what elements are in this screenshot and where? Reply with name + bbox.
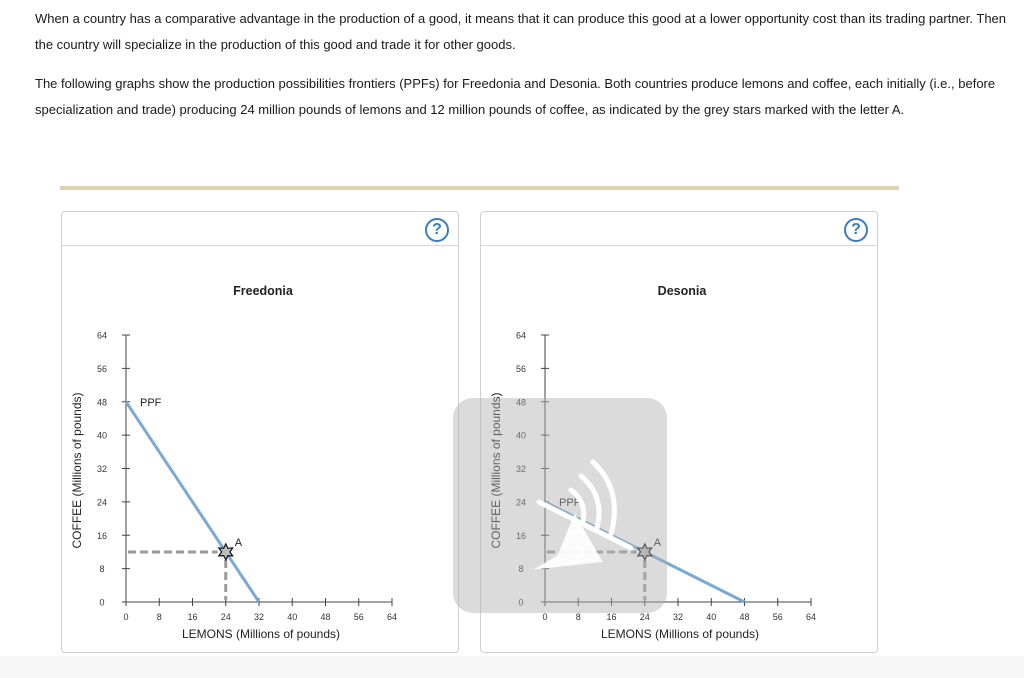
panel-header: ?	[62, 212, 458, 246]
x-tick-label: 24	[640, 612, 650, 622]
y-axis-label: COFFEE (Millions of pounds)	[70, 392, 84, 548]
y-tick-label: 64	[516, 331, 526, 341]
ppf-label: PPF	[140, 397, 162, 409]
sound-overlay[interactable]	[453, 398, 667, 613]
x-tick-label: 16	[187, 612, 197, 622]
x-tick-label: 64	[387, 612, 397, 622]
intro-paragraph-1: When a country has a comparative advanta…	[35, 11, 1007, 52]
x-tick-label: 64	[806, 612, 816, 622]
point-a-star-icon	[636, 542, 653, 562]
x-tick-label: 32	[673, 612, 683, 622]
y-tick-label: 32	[516, 464, 526, 474]
x-tick-label: 32	[254, 612, 264, 622]
x-tick-label: 56	[773, 612, 783, 622]
x-tick-label: 8	[576, 612, 581, 622]
y-tick-label: 24	[97, 497, 107, 507]
x-tick-label: 16	[606, 612, 616, 622]
y-tick-label: 40	[97, 431, 107, 441]
help-icon[interactable]: ?	[425, 218, 449, 242]
desonia-ppf-chart: Desonia 0 8 16 24 32 40 48 56 64 0 8 16 24 32 40 48 56 64 L…	[489, 284, 816, 641]
help-icon[interactable]: ?	[844, 218, 868, 242]
ppf-line	[124, 400, 261, 603]
y-tick-label: 48	[97, 397, 107, 407]
y-tick-label: 16	[516, 531, 526, 541]
panel-header: ?	[481, 212, 877, 246]
y-tick-label: 56	[97, 364, 107, 374]
y-tick-label: 0	[99, 598, 104, 608]
freedonia-graph-panel: ? Freedonia 0 8 16 24 32 40 48 56 64 0 8 16 24 32 40 48 5…	[61, 211, 459, 653]
chart-title: Desonia	[658, 284, 708, 298]
y-axis-label: COFFEE (Millions of pounds)	[489, 392, 503, 548]
y-tick-label: 0	[518, 598, 523, 608]
x-tick-label: 48	[739, 612, 749, 622]
y-tick-label: 24	[516, 497, 526, 507]
x-axis-label: LEMONS (Millions of pounds)	[182, 627, 340, 641]
y-tick-label: 64	[97, 331, 107, 341]
x-tick-label: 40	[706, 612, 716, 622]
chart-title: Freedonia	[233, 284, 294, 298]
intro-paragraph-2: The following graphs show the production…	[35, 76, 996, 117]
y-tick-label: 8	[518, 564, 523, 574]
y-tick-label: 48	[516, 397, 526, 407]
y-tick-label: 40	[516, 431, 526, 441]
x-tick-label: 40	[287, 612, 297, 622]
y-tick-label: 32	[97, 464, 107, 474]
point-label: A	[235, 537, 243, 549]
desonia-graph-panel: ? Desonia 0 8 16 24 32 40 48 56 64 0 8 16 24 32 40 48 56 6…	[480, 211, 878, 653]
x-tick-label: 0	[542, 612, 547, 622]
ppf-label: PPF	[559, 497, 581, 509]
x-tick-label: 48	[320, 612, 330, 622]
x-tick-label: 24	[221, 612, 231, 622]
y-tick-label: 16	[97, 531, 107, 541]
point-a-star-icon	[217, 542, 234, 562]
x-tick-label: 0	[123, 612, 128, 622]
speaker-icon	[533, 459, 634, 570]
x-tick-label: 56	[354, 612, 364, 622]
x-tick-label: 8	[157, 612, 162, 622]
y-tick-label: 56	[516, 364, 526, 374]
bottom-strip	[0, 656, 1024, 678]
x-axis-label: LEMONS (Millions of pounds)	[601, 627, 759, 641]
point-label: A	[654, 537, 662, 549]
freedonia-ppf-chart: Freedonia 0 8 16 24 32 40 48 56 64 0 8 16 24 32 40 48 56 6…	[70, 284, 397, 641]
y-tick-label: 8	[99, 564, 104, 574]
section-divider	[60, 186, 899, 190]
